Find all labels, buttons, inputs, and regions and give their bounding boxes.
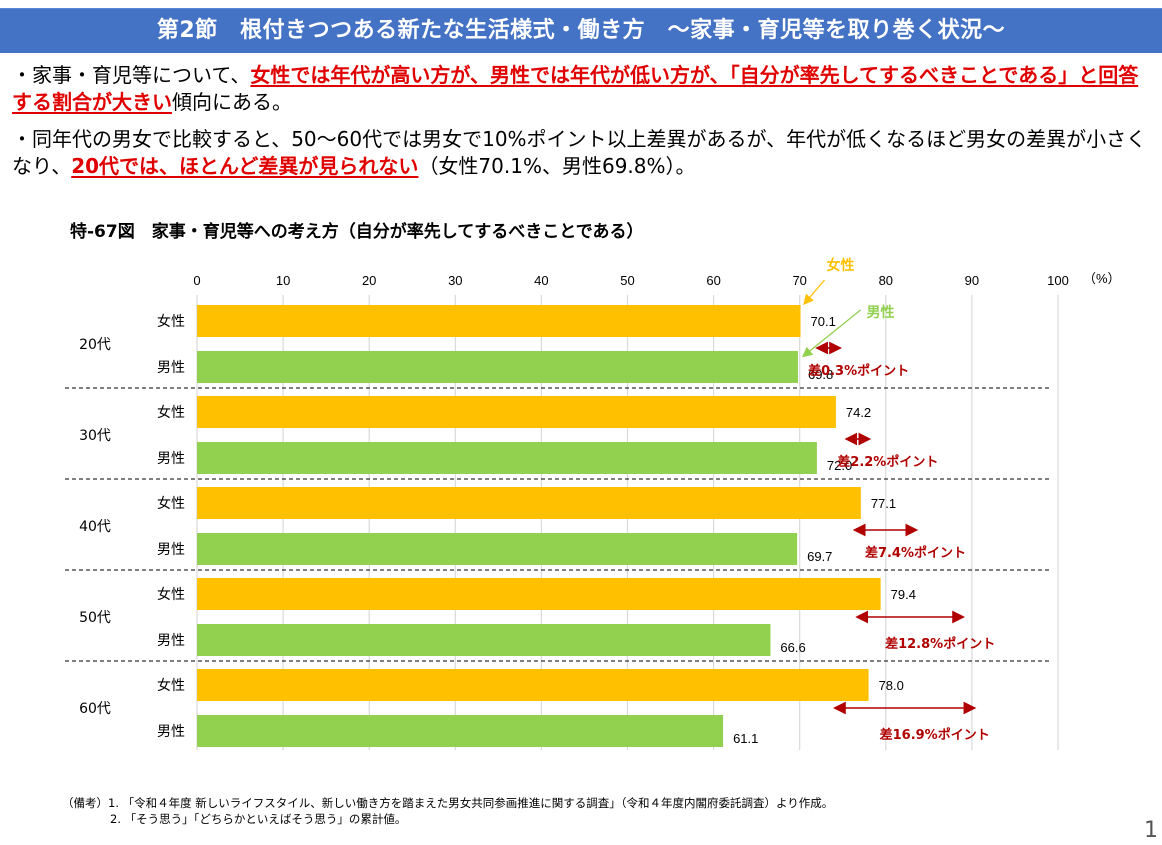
group-separators <box>65 387 1050 662</box>
x-tick-label: 30 <box>448 273 462 288</box>
series-label-female: 女性 <box>157 495 185 512</box>
x-tick-label: 10 <box>276 273 290 288</box>
bullet-1-suffix: 傾向にある。 <box>172 90 292 114</box>
value-label-male: 69.7 <box>807 549 832 564</box>
bar-male-20代 <box>197 351 798 383</box>
series-label-male: 男性 <box>157 633 185 649</box>
bullet-1-prefix: ・家事・育児等について、 <box>12 63 251 87</box>
bar-female-30代 <box>197 396 836 428</box>
series-label-female: 女性 <box>157 313 185 330</box>
unit-label: （%） <box>1083 271 1121 286</box>
labels: 20代女性男性70.169.8差0.3%ポイント30代女性男性74.272.0差… <box>79 313 995 746</box>
bar-male-60代 <box>197 715 724 747</box>
legend-female-arrow <box>803 279 826 305</box>
series-label-male: 男性 <box>157 451 185 467</box>
bar-female-20代 <box>197 305 801 337</box>
x-tick-label: 0 <box>193 273 200 288</box>
bullet-2-highlight: 20代では、ほとんど差異が見られない <box>71 154 419 178</box>
bullet-2-prefix: ・同年代の男女で比較すると、50～60代では男女で10%ポイント以上差異があるが… <box>12 127 1147 178</box>
series-label-male: 男性 <box>157 724 185 740</box>
value-label-male: 69.8 <box>808 367 833 382</box>
series-label-male: 男性 <box>157 360 185 376</box>
bars <box>197 305 881 747</box>
page-number: 1 <box>1144 818 1158 843</box>
figure-title: 特-67図 家事・育児等への考え方（自分が率先してするべきことである） <box>70 222 644 242</box>
x-tick-label: 90 <box>965 273 979 288</box>
value-label-female: 70.1 <box>811 314 836 329</box>
value-label-female: 78.0 <box>879 678 904 693</box>
series-label-female: 女性 <box>157 677 185 694</box>
legend-female: 女性 <box>827 257 855 274</box>
category-label-60代: 60代 <box>79 701 111 717</box>
bar-female-60代 <box>197 669 869 701</box>
value-label-female: 77.1 <box>871 496 896 511</box>
difference-label: 差2.2%ポイント <box>837 454 938 470</box>
x-tick-label: 20 <box>362 273 376 288</box>
category-label-20代: 20代 <box>79 337 111 353</box>
bullet-2-suffix: （女性70.1%、男性69.8%）。 <box>418 154 696 178</box>
bar-chart: 0 10 20 30 40 50 60 70 80 90 100 （%） 20代女性男性70.169… <box>65 257 1121 750</box>
category-label-30代: 30代 <box>79 428 111 444</box>
series-label-male: 男性 <box>157 542 185 558</box>
difference-label: 差12.8%ポイント <box>885 636 995 652</box>
bar-male-40代 <box>197 533 798 565</box>
x-tick-label: 100 <box>1047 273 1069 288</box>
difference-label: 差7.4%ポイント <box>865 545 966 561</box>
note-2: 2. 「そう思う」「どちらかといえばそう思う」の累計値。 <box>110 812 407 826</box>
bar-male-30代 <box>197 442 817 474</box>
legend-male-arrow <box>801 309 861 358</box>
bullet-1: ・家事・育児等について、女性では年代が高い方が、男性では年代が低い方が、「自分が… <box>12 62 1157 116</box>
category-label-50代: 50代 <box>79 610 111 626</box>
difference-label: 差0.3%ポイント <box>808 363 909 379</box>
value-label-male: 61.1 <box>733 731 758 746</box>
legend-male: 男性 <box>867 304 895 321</box>
series-label-female: 女性 <box>157 586 185 603</box>
bar-male-50代 <box>197 624 771 656</box>
difference-label: 差16.9%ポイント <box>880 727 990 743</box>
x-tick-label: 50 <box>620 273 634 288</box>
value-label-female: 74.2 <box>846 405 871 420</box>
section-header: 第2節 根付きつつある新たな生活様式・働き方 ～家事・育児等を取り巻く状況～ <box>0 8 1162 53</box>
bullet-1-highlight: 女性では年代が高い方が、男性では年代が低い方が、「自分が率先してするべきことであ… <box>12 63 1139 114</box>
x-tick-label: 80 <box>879 273 893 288</box>
bar-female-50代 <box>197 578 881 610</box>
x-tick-label: 70 <box>792 273 806 288</box>
series-label-female: 女性 <box>157 404 185 421</box>
bullet-2: ・同年代の男女で比較すると、50～60代では男女で10%ポイント以上差異があるが… <box>12 126 1157 180</box>
notes: （備考）1. 「令和４年度 新しいライフスタイル、新しい働き方を踏まえた男女共同… <box>62 795 833 827</box>
value-label-male: 66.6 <box>780 640 805 655</box>
value-label-male: 72.0 <box>827 458 852 473</box>
note-1: （備考）1. 「令和４年度 新しいライフスタイル、新しい働き方を踏まえた男女共同… <box>62 796 834 810</box>
bar-female-40代 <box>197 487 861 519</box>
summary-bullets: ・家事・育児等について、女性では年代が高い方が、男性では年代が低い方が、「自分が… <box>12 62 1157 190</box>
x-tick-label: 40 <box>534 273 548 288</box>
category-label-40代: 40代 <box>79 519 111 535</box>
value-label-female: 79.4 <box>891 587 916 602</box>
x-tick-label: 60 <box>706 273 720 288</box>
x-axis-ticks: 0 10 20 30 40 50 60 70 80 90 100 <box>193 273 1068 288</box>
